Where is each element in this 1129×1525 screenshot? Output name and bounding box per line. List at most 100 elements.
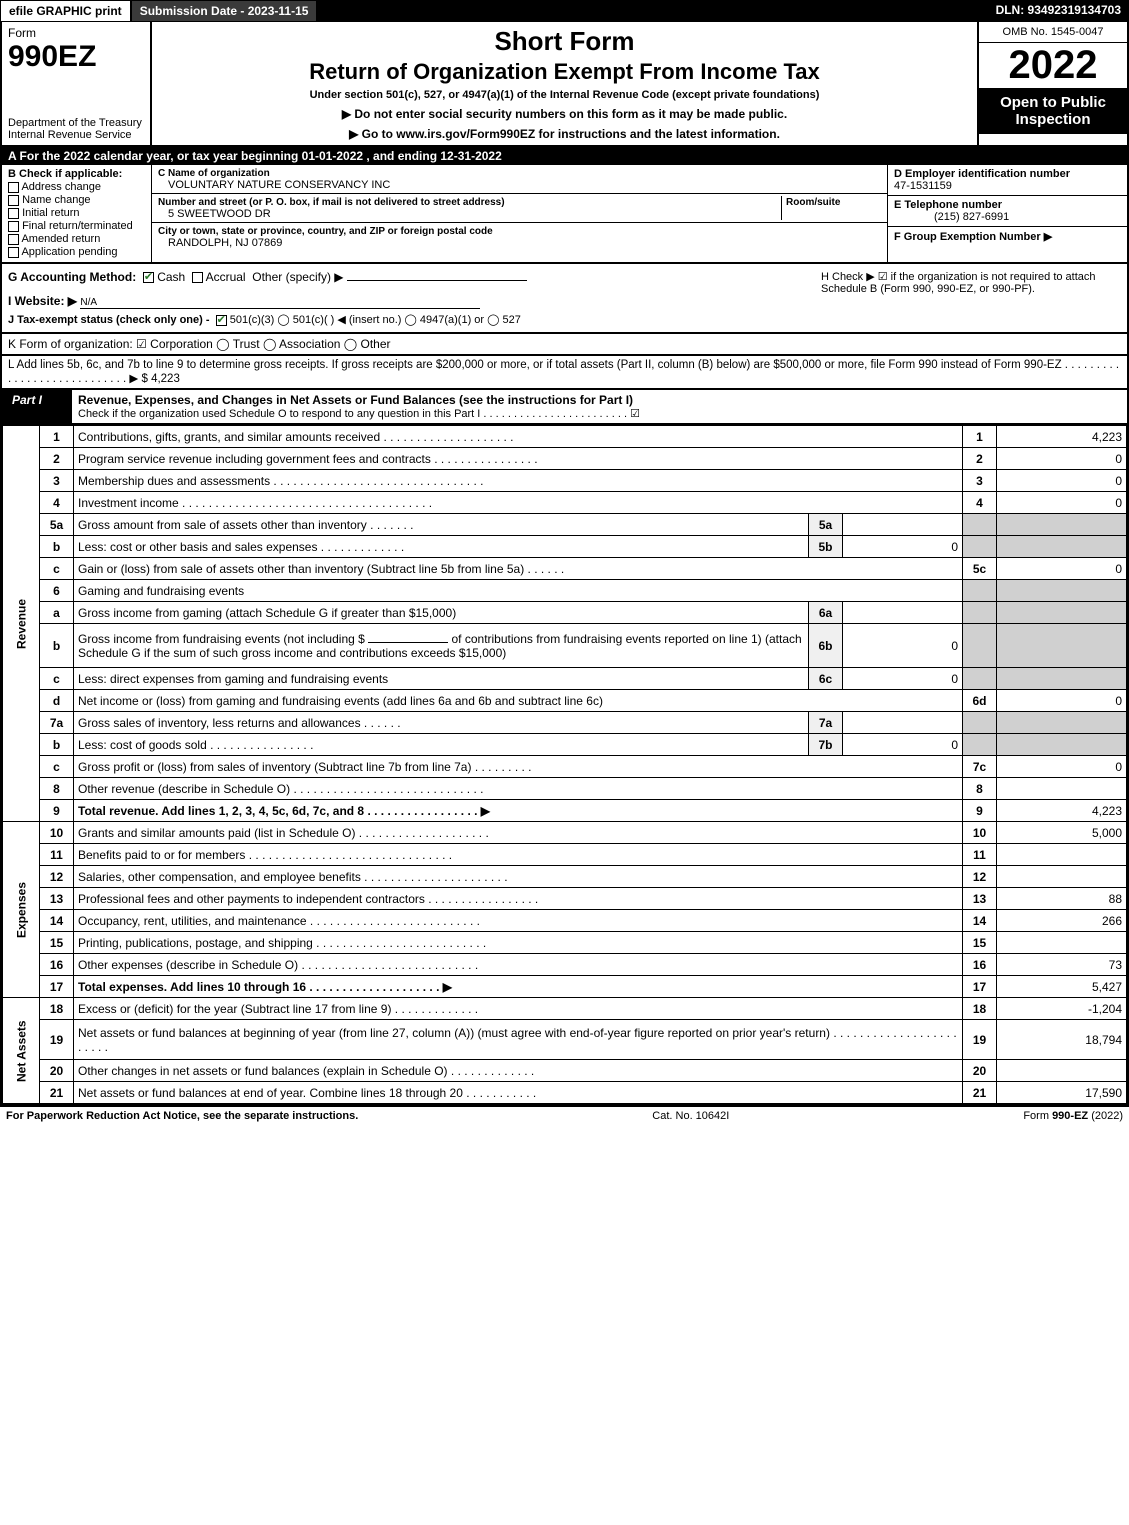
section-g: G Accounting Method: Cash Accrual Other … — [0, 264, 1129, 334]
goto-link-text[interactable]: ▶ Go to www.irs.gov/Form990EZ for instru… — [160, 127, 969, 141]
l8-ln: 8 — [963, 778, 997, 800]
l14-ln: 14 — [963, 910, 997, 932]
line-11: 11 Benefits paid to or for members . . .… — [3, 844, 1127, 866]
l7a-desc: Gross sales of inventory, less returns a… — [78, 716, 361, 730]
chk-final-return[interactable]: Final return/terminated — [8, 220, 145, 232]
efile-print-button[interactable]: efile GRAPHIC print — [0, 0, 131, 22]
l12-desc: Salaries, other compensation, and employ… — [78, 870, 361, 884]
return-of-title: Return of Organization Exempt From Incom… — [160, 59, 969, 85]
l6-desc: Gaming and fundraising events — [74, 580, 963, 602]
part1-title-text: Revenue, Expenses, and Changes in Net As… — [78, 393, 633, 407]
l6b-blank[interactable] — [368, 642, 448, 643]
chk-name-change-label: Name change — [22, 194, 91, 206]
l6d-amt: 0 — [997, 690, 1127, 712]
l18-num: 18 — [40, 998, 74, 1020]
do-not-enter-text: ▶ Do not enter social security numbers o… — [160, 107, 969, 121]
line-6c: c Less: direct expenses from gaming and … — [3, 668, 1127, 690]
header-left: Form 990EZ Department of the Treasury In… — [2, 22, 152, 145]
line-6a: a Gross income from gaming (attach Sched… — [3, 602, 1127, 624]
l11-ln: 11 — [963, 844, 997, 866]
submission-date: Submission Date - 2023-11-15 — [131, 0, 318, 22]
form-header: Form 990EZ Department of the Treasury In… — [0, 22, 1129, 147]
line-18: Net Assets 18 Excess or (deficit) for th… — [3, 998, 1127, 1020]
chk-amended-return[interactable]: Amended return — [8, 233, 145, 245]
l12-num: 12 — [40, 866, 74, 888]
l6c-sn: 6c — [809, 668, 843, 690]
l6c-sv: 0 — [843, 668, 963, 690]
l7c-num: c — [40, 756, 74, 778]
l6a-num: a — [40, 602, 74, 624]
l4-desc: Investment income — [78, 496, 179, 510]
l17-amt: 5,427 — [997, 976, 1127, 998]
l9-desc: Total revenue. Add lines 1, 2, 3, 4, 5c,… — [78, 804, 490, 818]
line-7a: 7a Gross sales of inventory, less return… — [3, 712, 1127, 734]
department-label: Department of the Treasury Internal Reve… — [8, 117, 144, 141]
city-row: City or town, state or province, country… — [152, 223, 887, 251]
c-value: VOLUNTARY NATURE CONSERVANCY INC — [158, 179, 390, 191]
chk-501c3[interactable] — [216, 315, 227, 326]
form-number: 990EZ — [8, 40, 144, 74]
l7a-num: 7a — [40, 712, 74, 734]
l4-amt: 0 — [997, 492, 1127, 514]
l9-num: 9 — [40, 800, 74, 822]
l5a-amt-shade — [997, 514, 1127, 536]
l14-amt: 266 — [997, 910, 1127, 932]
l7a-amt-shade — [997, 712, 1127, 734]
l7b-ln-shade — [963, 734, 997, 756]
l2-desc: Program service revenue including govern… — [78, 452, 431, 466]
g-accrual-label: Accrual — [206, 270, 246, 284]
line-20: 20 Other changes in net assets or fund b… — [3, 1060, 1127, 1082]
l3-num: 3 — [40, 470, 74, 492]
line-9: 9 Total revenue. Add lines 1, 2, 3, 4, 5… — [3, 800, 1127, 822]
l6a-desc: Gross income from gaming (attach Schedul… — [74, 602, 809, 624]
l13-amt: 88 — [997, 888, 1127, 910]
short-form-title: Short Form — [160, 26, 969, 57]
l5c-num: c — [40, 558, 74, 580]
j-opts: 501(c)(3) ◯ 501(c)( ) ◀ (insert no.) ◯ 4… — [230, 314, 521, 326]
l6-num: 6 — [40, 580, 74, 602]
line-17: 17 Total expenses. Add lines 10 through … — [3, 976, 1127, 998]
lines-table: Revenue 1 Contributions, gifts, grants, … — [2, 425, 1127, 1104]
dln-label: DLN: 93492319134703 — [988, 0, 1129, 22]
chk-accrual[interactable] — [192, 272, 203, 283]
l20-desc: Other changes in net assets or fund bala… — [78, 1064, 448, 1078]
j-label: J Tax-exempt status (check only one) - — [8, 314, 210, 326]
l11-desc: Benefits paid to or for members — [78, 848, 245, 862]
line-6b: b Gross income from fundraising events (… — [3, 624, 1127, 668]
chk-address-change[interactable]: Address change — [8, 181, 145, 193]
l13-num: 13 — [40, 888, 74, 910]
line-5b: b Less: cost or other basis and sales ex… — [3, 536, 1127, 558]
d-ein-row: D Employer identification number 47-1531… — [888, 165, 1127, 196]
l6b-num: b — [40, 624, 74, 668]
l8-amt — [997, 778, 1127, 800]
line-5c: c Gain or (loss) from sale of assets oth… — [3, 558, 1127, 580]
l12-ln: 12 — [963, 866, 997, 888]
g-other-input[interactable] — [347, 280, 527, 281]
chk-initial-return[interactable]: Initial return — [8, 207, 145, 219]
line-12: 12 Salaries, other compensation, and emp… — [3, 866, 1127, 888]
line-8: 8 Other revenue (describe in Schedule O)… — [3, 778, 1127, 800]
chk-application-pending[interactable]: Application pending — [8, 246, 145, 258]
l20-ln: 20 — [963, 1060, 997, 1082]
chk-application-pending-label: Application pending — [21, 246, 117, 258]
l8-num: 8 — [40, 778, 74, 800]
addr-label: Number and street (or P. O. box, if mail… — [158, 197, 505, 208]
l6d-ln: 6d — [963, 690, 997, 712]
chk-cash[interactable] — [143, 272, 154, 283]
city-value: RANDOLPH, NJ 07869 — [158, 237, 282, 249]
l16-num: 16 — [40, 954, 74, 976]
topbar-spacer — [317, 0, 987, 22]
l1-amt: 4,223 — [997, 426, 1127, 448]
tax-year: 2022 — [979, 43, 1127, 88]
l7a-sv — [843, 712, 963, 734]
line-7b: b Less: cost of goods sold . . . . . . .… — [3, 734, 1127, 756]
l19-amt: 18,794 — [997, 1020, 1127, 1060]
l7c-desc: Gross profit or (loss) from sales of inv… — [78, 760, 471, 774]
l6b-desc1: Gross income from fundraising events (no… — [78, 632, 365, 646]
l21-desc: Net assets or fund balances at end of ye… — [78, 1086, 463, 1100]
chk-name-change[interactable]: Name change — [8, 194, 145, 206]
l-value: 4,223 — [151, 373, 180, 385]
chk-final-return-label: Final return/terminated — [22, 220, 133, 232]
l21-amt: 17,590 — [997, 1082, 1127, 1104]
g-other-label: Other (specify) ▶ — [252, 270, 343, 284]
